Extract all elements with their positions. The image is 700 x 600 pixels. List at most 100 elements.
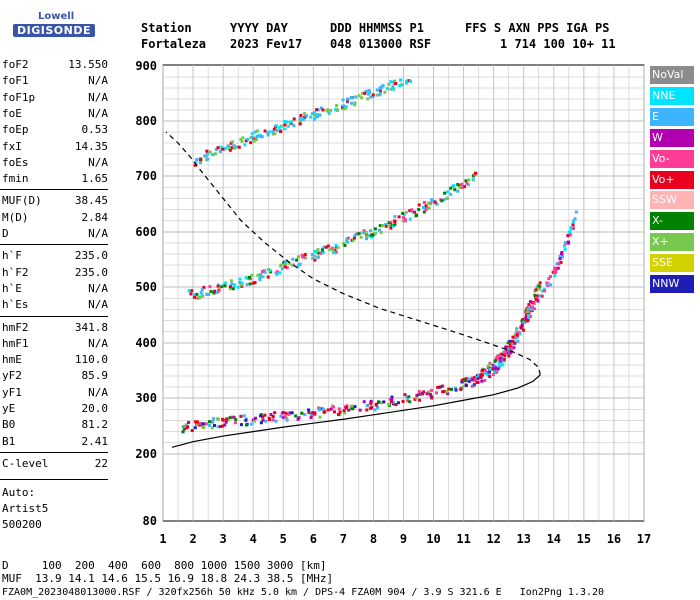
echo-point (206, 152, 210, 156)
echo-point (392, 402, 396, 406)
echo-point (341, 107, 345, 111)
echo-point (383, 90, 387, 94)
echo-point (341, 98, 345, 102)
echo-point (507, 347, 511, 351)
echo-point (409, 79, 413, 83)
echo-point (292, 117, 296, 121)
echo-point (320, 248, 324, 252)
echo-point (309, 115, 313, 119)
echo-point (278, 271, 282, 275)
echo-point (438, 385, 442, 389)
echo-point (426, 390, 430, 394)
echo-point (216, 425, 220, 429)
echo-point (352, 236, 356, 240)
param-separator (0, 315, 108, 317)
echo-point (316, 406, 320, 410)
echo-point (530, 305, 534, 309)
param-name: D (2, 227, 9, 240)
echo-point (211, 420, 215, 424)
echo-point (201, 422, 205, 426)
echo-point (385, 87, 389, 91)
param-value: N/A (88, 281, 108, 295)
echo-point (525, 313, 529, 317)
echo-point (418, 398, 422, 402)
echo-point (311, 256, 315, 260)
echo-point (511, 342, 515, 346)
echo-point (430, 396, 434, 400)
y-tick-label: 800 (135, 114, 157, 128)
echo-point (231, 287, 235, 291)
echo-point (238, 277, 242, 281)
param-value: 81.2 (81, 418, 109, 432)
echo-point (390, 398, 394, 402)
echo-point (515, 335, 519, 339)
x-tick-label: 12 (486, 532, 500, 546)
echo-point (358, 408, 362, 412)
echo-point (363, 91, 367, 95)
echo-point (255, 129, 259, 133)
auto-label: Auto: (2, 486, 36, 499)
echo-point (371, 94, 375, 98)
echo-point (300, 411, 304, 415)
echo-point (378, 91, 382, 95)
echo-point (323, 410, 327, 414)
echo-point (273, 132, 277, 136)
echo-point (334, 250, 338, 254)
echo-point (501, 363, 505, 367)
echo-point (300, 253, 304, 257)
echo-point (487, 371, 491, 375)
echo-point (246, 137, 250, 141)
echo-point (316, 255, 320, 259)
legend-item-nnw: NNW (650, 275, 694, 293)
echo-point (549, 274, 553, 278)
echo-point (263, 129, 267, 133)
echo-point (312, 110, 316, 114)
echo-point (458, 185, 462, 189)
echo-point (378, 89, 382, 93)
echo-point (364, 231, 368, 235)
echo-point (397, 215, 401, 219)
echo-point (353, 405, 357, 409)
echo-point (449, 186, 453, 190)
echo-point (508, 343, 512, 347)
echo-point (219, 425, 223, 429)
grid (162, 65, 645, 521)
echo-point (232, 415, 236, 419)
echo-point (193, 293, 197, 297)
echo-point (235, 145, 239, 149)
echo-point (183, 427, 187, 431)
param-value: N/A (88, 90, 108, 104)
echo-point (294, 414, 298, 418)
y-tick-labels: 80 200 300 400 500 600 700 800 900 (135, 59, 157, 528)
echo-point (312, 112, 316, 116)
y-tick-label: 300 (135, 391, 157, 405)
echo-point (310, 253, 314, 257)
echo-point (365, 408, 369, 412)
param-value: 20.0 (81, 402, 109, 415)
echo-point (491, 363, 495, 367)
echo-point (327, 111, 331, 115)
echo-point (250, 273, 254, 277)
echo-point (240, 281, 244, 285)
echo-point (249, 422, 253, 426)
echo-point (546, 283, 550, 287)
echo-point (324, 245, 328, 249)
echo-point (289, 120, 293, 124)
echo-point (283, 127, 287, 131)
echo-point (344, 105, 348, 109)
echo-point (421, 391, 425, 395)
echo-point (460, 186, 464, 190)
echo-point (499, 357, 503, 361)
echo-point (228, 287, 232, 291)
echo-point (536, 299, 540, 303)
echo-point (232, 283, 236, 287)
echo-point (283, 415, 287, 419)
echo-point (208, 423, 212, 427)
echo-point (491, 372, 495, 376)
echo-point (333, 248, 337, 252)
echo-point (194, 420, 198, 424)
x-tick-label: 15 (577, 532, 591, 546)
echo-point (528, 306, 532, 310)
echo-point (574, 210, 578, 214)
echo-point (463, 185, 467, 189)
